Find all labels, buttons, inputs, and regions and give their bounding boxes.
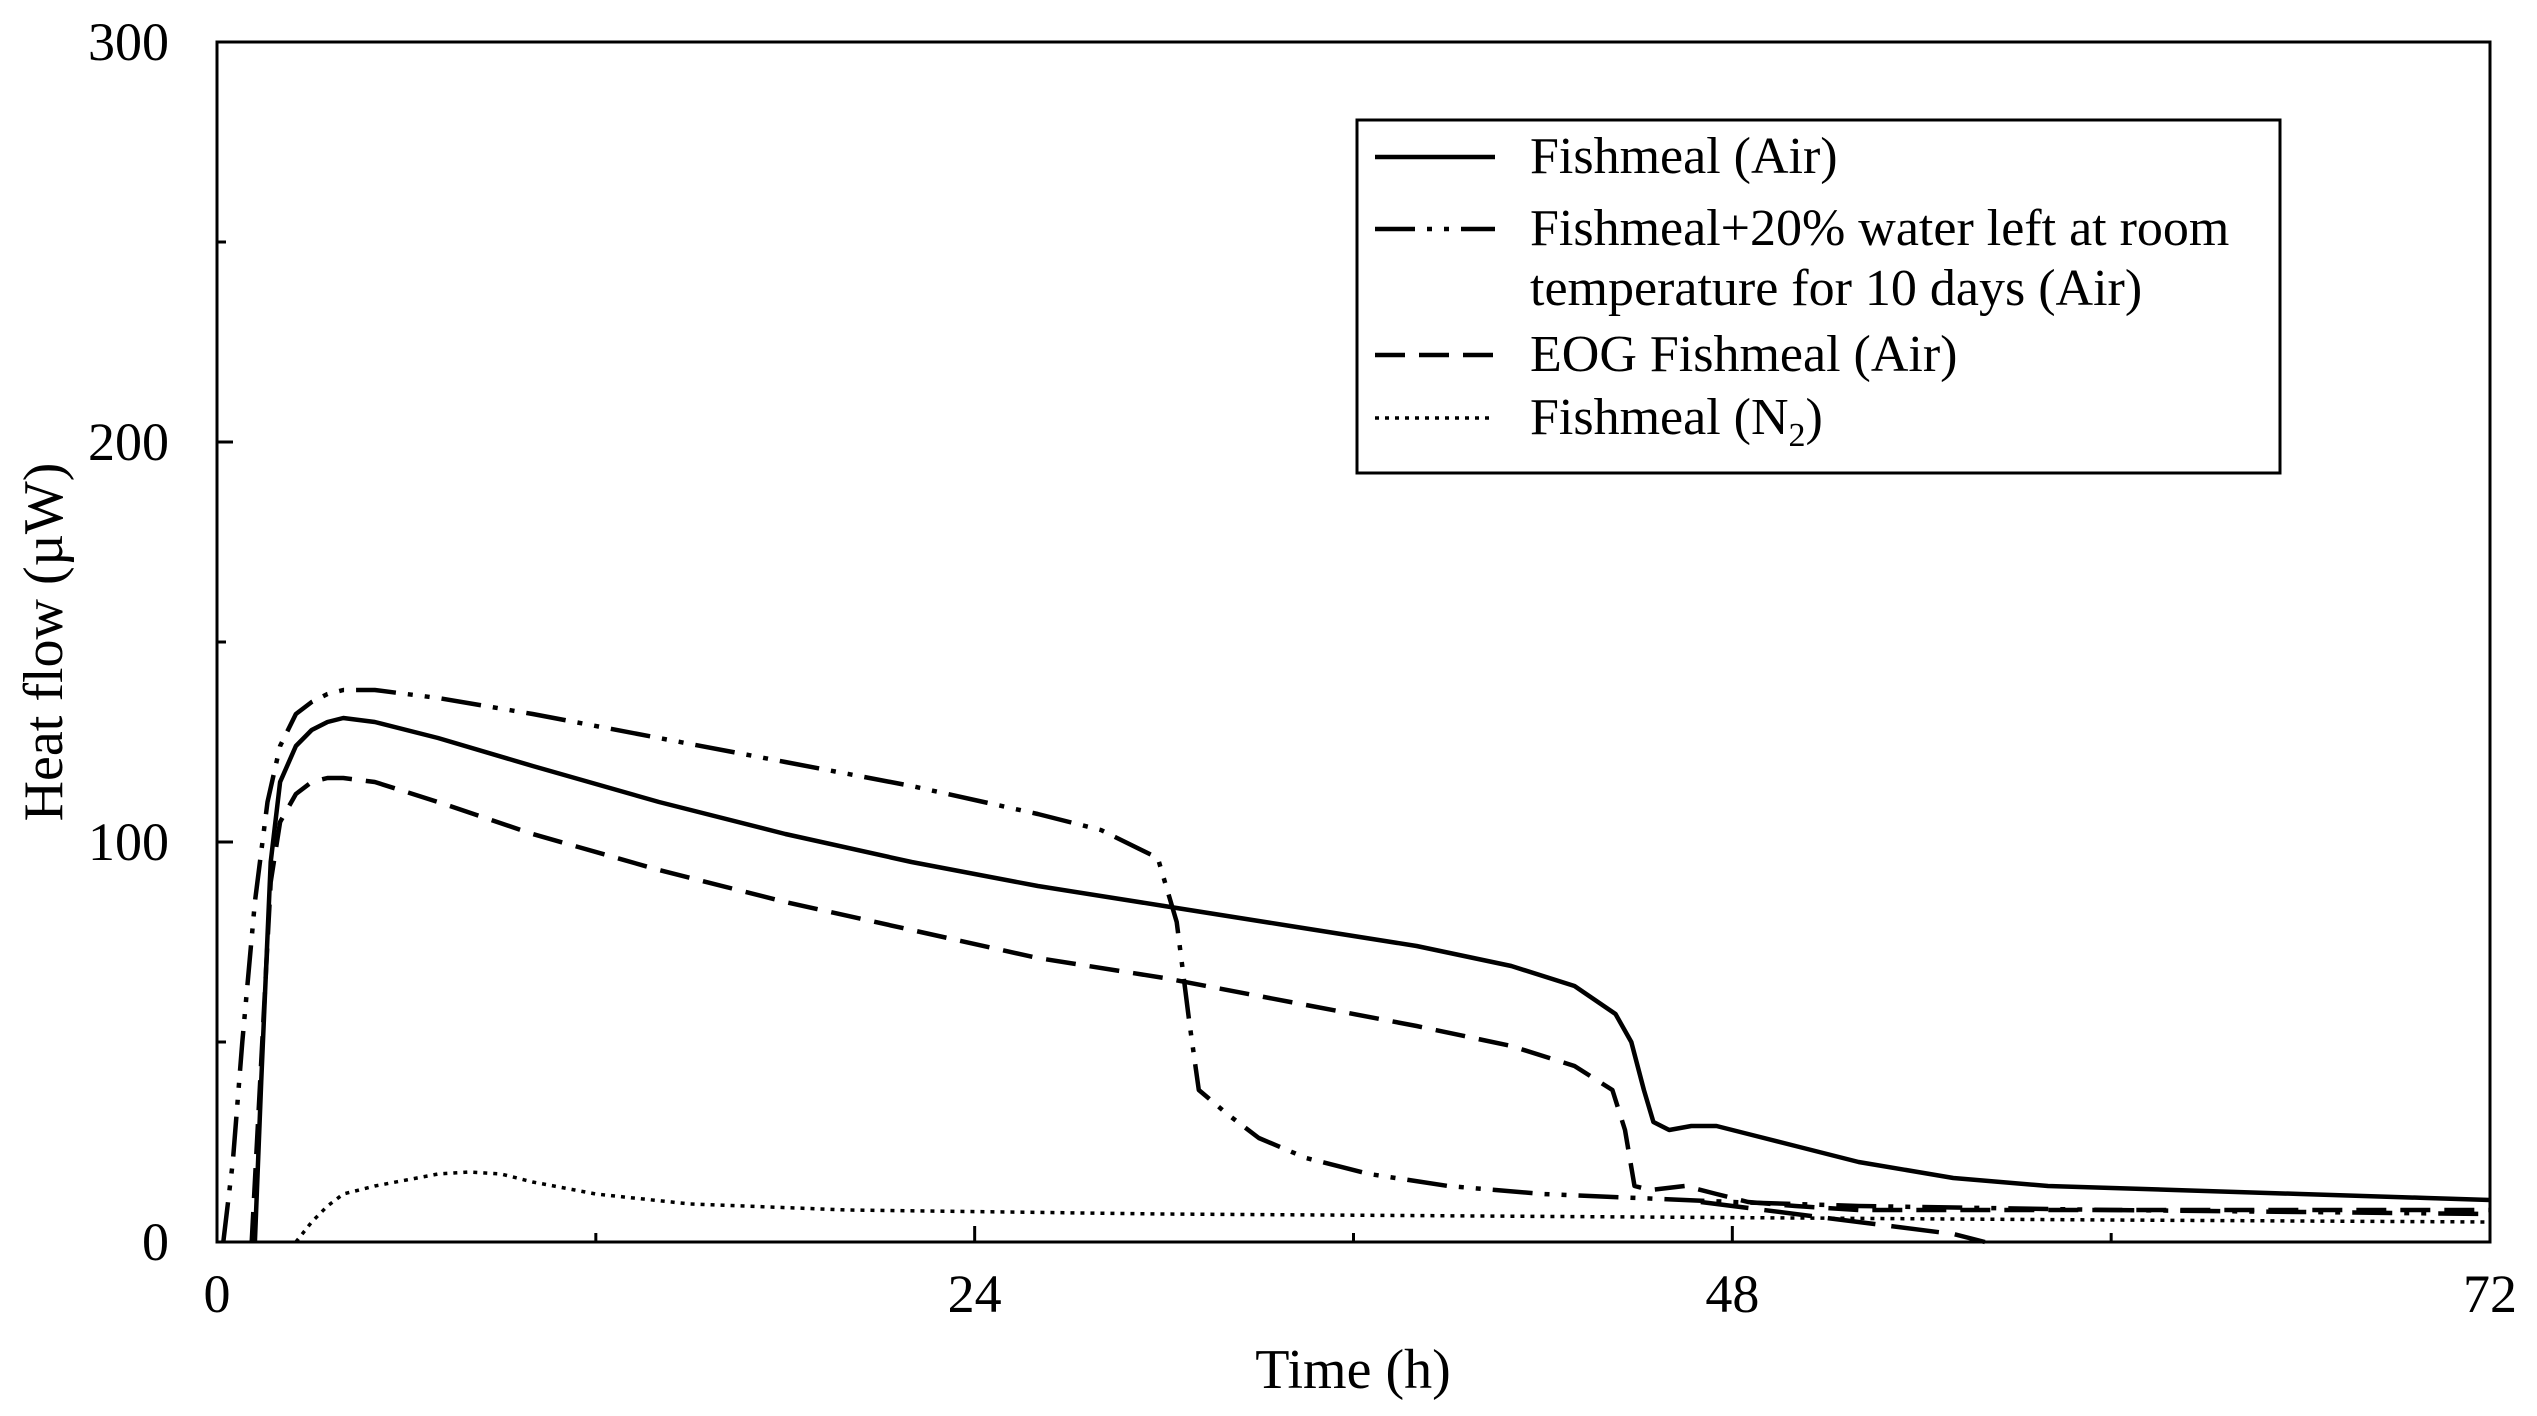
legend-label-0: Fishmeal (Air) bbox=[1530, 128, 1838, 185]
series-line-4 bbox=[1700, 1199, 1986, 1245]
legend-label-2: EOG Fishmeal (Air) bbox=[1530, 326, 1957, 383]
legend-box bbox=[1355, 118, 2282, 475]
legend-label-part: ) bbox=[1806, 389, 1823, 446]
minor-ticks bbox=[217, 240, 2113, 1242]
legend-subscript: 2 bbox=[1789, 417, 1806, 454]
y-tick-label: 300 bbox=[88, 12, 169, 72]
x-axis-label: Time (h) bbox=[1255, 1339, 1451, 1401]
legend-label-1: Fishmeal+20% water left at room bbox=[1530, 200, 2229, 257]
x-tick-label: 72 bbox=[2463, 1264, 2517, 1324]
legend-label-part: Fishmeal (N bbox=[1530, 389, 1789, 446]
series-line-1 bbox=[221, 687, 2491, 1243]
y-tick-label: 200 bbox=[88, 412, 169, 472]
tick-labels: 0 24 48 72 0 100 200 300 bbox=[88, 12, 2517, 1324]
x-tick-label: 0 bbox=[204, 1264, 231, 1324]
series-line-0 bbox=[252, 715, 2491, 1243]
series-layer bbox=[221, 687, 2491, 1245]
legend: Fishmeal (Air) Fishmeal+20% water left at… bbox=[1355, 118, 2282, 475]
series-line-2 bbox=[249, 775, 2490, 1243]
y-tick-label: 100 bbox=[88, 812, 169, 872]
legend-label-1: temperature for 10 days (Air) bbox=[1530, 260, 2142, 317]
y-axis-label: Heat flow (µW) bbox=[13, 463, 75, 822]
major-ticks bbox=[215, 40, 2492, 1244]
x-tick-label: 48 bbox=[1705, 1264, 1759, 1324]
legend-label-3: Fishmeal (N2) bbox=[1530, 389, 1823, 454]
y-tick-label: 0 bbox=[142, 1212, 169, 1272]
series-line-3 bbox=[294, 1170, 2491, 1244]
x-tick-label: 24 bbox=[948, 1264, 1002, 1324]
